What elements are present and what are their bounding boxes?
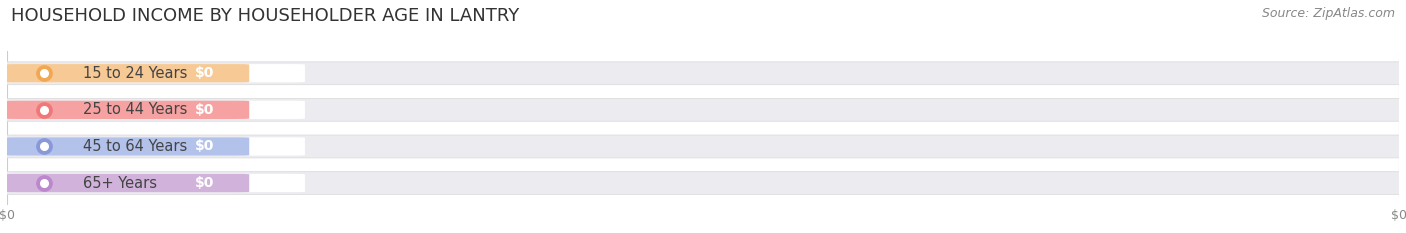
Text: $0: $0 [195, 140, 214, 154]
Text: $0: $0 [195, 66, 214, 80]
FancyBboxPatch shape [6, 137, 249, 156]
FancyBboxPatch shape [6, 174, 305, 192]
FancyBboxPatch shape [6, 64, 249, 82]
Text: HOUSEHOLD INCOME BY HOUSEHOLDER AGE IN LANTRY: HOUSEHOLD INCOME BY HOUSEHOLDER AGE IN L… [11, 7, 519, 25]
Text: $0: $0 [195, 176, 214, 190]
Text: 15 to 24 Years: 15 to 24 Years [83, 66, 187, 81]
Text: $0: $0 [195, 103, 214, 117]
FancyBboxPatch shape [6, 137, 305, 156]
FancyBboxPatch shape [6, 101, 249, 119]
Text: 45 to 64 Years: 45 to 64 Years [83, 139, 187, 154]
FancyBboxPatch shape [6, 174, 249, 192]
Text: 25 to 44 Years: 25 to 44 Years [83, 102, 187, 117]
FancyBboxPatch shape [0, 62, 1406, 85]
FancyBboxPatch shape [0, 172, 1406, 195]
FancyBboxPatch shape [6, 101, 305, 119]
Text: Source: ZipAtlas.com: Source: ZipAtlas.com [1261, 7, 1395, 20]
FancyBboxPatch shape [0, 98, 1406, 121]
Text: 65+ Years: 65+ Years [83, 176, 157, 191]
FancyBboxPatch shape [0, 135, 1406, 158]
FancyBboxPatch shape [6, 64, 305, 82]
